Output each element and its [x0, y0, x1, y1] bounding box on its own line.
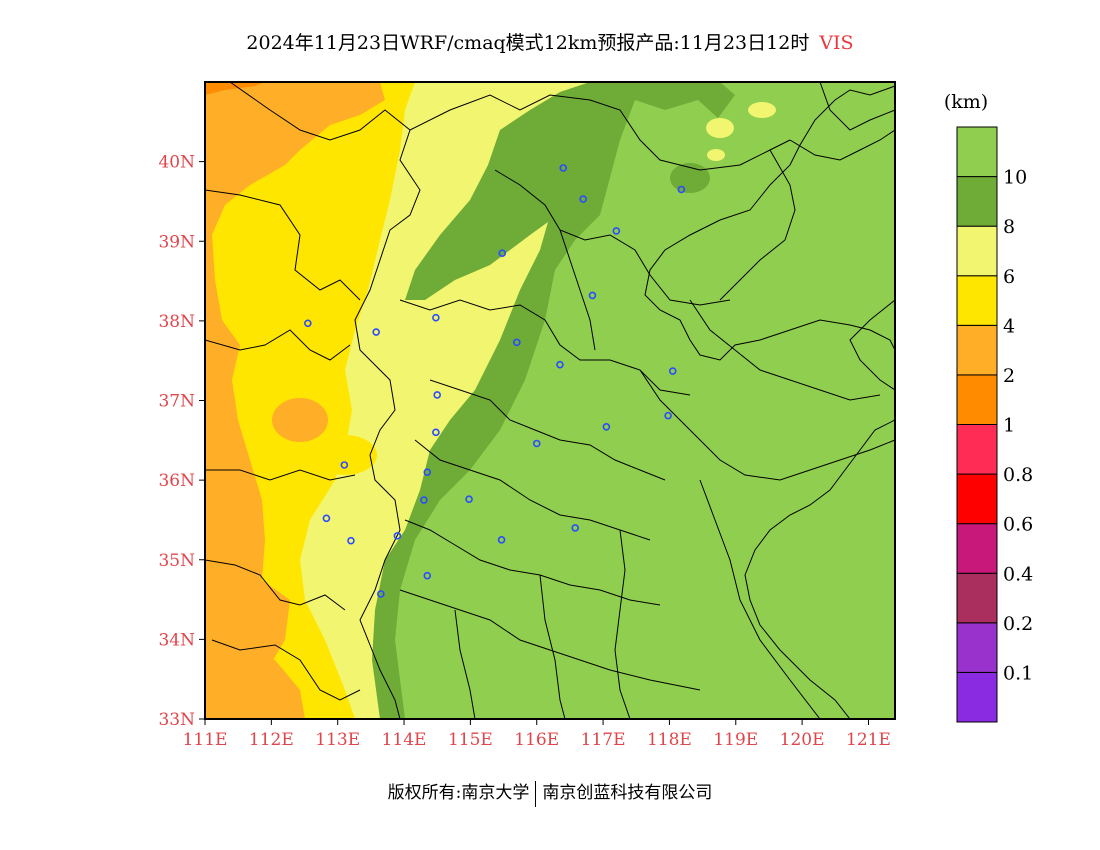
station-marker: [571, 524, 580, 532]
station-marker: [432, 313, 440, 322]
station-marker: [420, 496, 428, 504]
field-2-4km-west: [205, 82, 385, 680]
field-6-8km-patch-ne: [706, 118, 734, 138]
station-marker: [497, 536, 506, 544]
colorbar-label: 4: [1003, 315, 1015, 337]
station-marker: [433, 391, 442, 399]
station-marker: [559, 164, 568, 172]
field-2-4km-south: [205, 640, 305, 719]
variable-label: VIS: [819, 32, 854, 54]
station-marker: [602, 422, 611, 431]
colorbar-bin: [956, 473, 998, 525]
station-marker: [304, 319, 312, 328]
station-marker: [377, 590, 385, 598]
field-6-8km-patch-ne2: [748, 102, 776, 118]
station-marker: [372, 328, 380, 336]
x-tick-label: 117E: [581, 730, 626, 750]
station-marker: [423, 571, 432, 580]
field-1-2km-corner: [205, 82, 265, 95]
station-marker: [532, 439, 541, 448]
y-axis: 33N 34N 35N 36N 37N 38N 39N 40N: [158, 153, 205, 730]
x-tick-label: 112E: [249, 730, 294, 750]
colorbar-label: 0.8: [1003, 464, 1033, 486]
field-4-6km-patch: [313, 435, 377, 475]
station-marker: [347, 536, 355, 545]
footer-separator: [535, 780, 537, 807]
footer-right: 南京创蓝科技有限公司: [542, 783, 713, 803]
field-2-4km-patch: [272, 398, 328, 442]
station-marker: [556, 360, 564, 369]
colorbar-label: 1: [1003, 415, 1015, 437]
station-markers: [304, 164, 686, 598]
footer-left: 版权所有:南京大学: [387, 783, 530, 803]
colorbar-bin: [956, 225, 998, 277]
colorbar-label: 0.2: [1003, 613, 1033, 635]
y-tick-label: 36N: [158, 471, 195, 491]
colorbar-bin: [956, 424, 998, 475]
y-tick-label: 39N: [158, 232, 195, 252]
station-marker: [423, 468, 432, 476]
x-tick-label: 119E: [713, 730, 758, 750]
station-marker: [465, 495, 473, 504]
colorbar-bin: [956, 176, 998, 227]
y-tick-label: 40N: [158, 153, 195, 173]
colorbar-bin: [956, 671, 998, 723]
station-marker: [677, 185, 686, 194]
station-marker: [393, 532, 402, 540]
colorbar-label: 8: [1003, 216, 1015, 238]
station-marker: [612, 227, 621, 235]
colorbar-bin: [956, 622, 998, 673]
coastline: [644, 85, 895, 719]
colorbar-label: 6: [1003, 266, 1015, 288]
colorbar-label: 0.6: [1003, 514, 1033, 536]
colorbar-bin: [956, 126, 998, 178]
title-text: 2024年11月23日WRF/cmaq模式12km预报产品:11月23日12时: [246, 32, 810, 54]
station-marker: [432, 428, 440, 437]
station-marker: [322, 514, 331, 523]
station-marker: [664, 411, 672, 420]
chart-title: 2024年11月23日WRF/cmaq模式12km预报产品:11月23日12时 V…: [0, 28, 1100, 55]
station-marker: [668, 367, 677, 375]
station-marker: [579, 195, 587, 203]
station-marker: [513, 338, 521, 347]
y-tick-label: 35N: [158, 551, 195, 571]
y-tick-label: 34N: [158, 630, 195, 650]
x-tick-label: 113E: [315, 730, 360, 750]
y-tick-label: 33N: [158, 710, 195, 730]
y-tick-label: 38N: [158, 312, 195, 332]
colorbar-label: 0.4: [1003, 563, 1033, 585]
colorbar-bin: [956, 523, 998, 574]
colorbar-label: 10: [1003, 167, 1027, 189]
x-tick-label: 111E: [183, 730, 228, 750]
colorbar-bin: [956, 374, 998, 425]
colorbar-bin: [956, 275, 998, 326]
colorbar-label: 2: [1003, 365, 1015, 387]
x-tick-label: 118E: [647, 730, 692, 750]
colorbar-label: 0.1: [1003, 662, 1033, 684]
visibility-field: [205, 82, 895, 719]
station-marker: [588, 291, 597, 300]
footer: 版权所有:南京大学 南京创蓝科技有限公司: [0, 778, 1100, 807]
x-tick-label: 115E: [448, 730, 493, 750]
boundaries: [205, 82, 895, 719]
colorbar-bin: [956, 324, 998, 376]
y-tick-label: 37N: [158, 392, 195, 412]
field-6-8km-patch-ne3: [707, 149, 725, 161]
colorbar: 0.1 0.2 0.4 0.6 0.8 1 2 4 6 8 10: [956, 126, 1033, 723]
x-tick-label: 116E: [514, 730, 559, 750]
x-tick-label: 121E: [846, 730, 891, 750]
station-marker: [498, 249, 507, 257]
station-marker: [340, 461, 349, 469]
colorbar-unit: (km): [944, 91, 988, 113]
colorbar-bin: [956, 572, 998, 624]
x-tick-label: 114E: [382, 730, 427, 750]
x-tick-label: 120E: [780, 730, 825, 750]
x-axis: 111E 112E 113E 114E 115E 116E 117E 118E 119E 120E…: [183, 719, 891, 750]
